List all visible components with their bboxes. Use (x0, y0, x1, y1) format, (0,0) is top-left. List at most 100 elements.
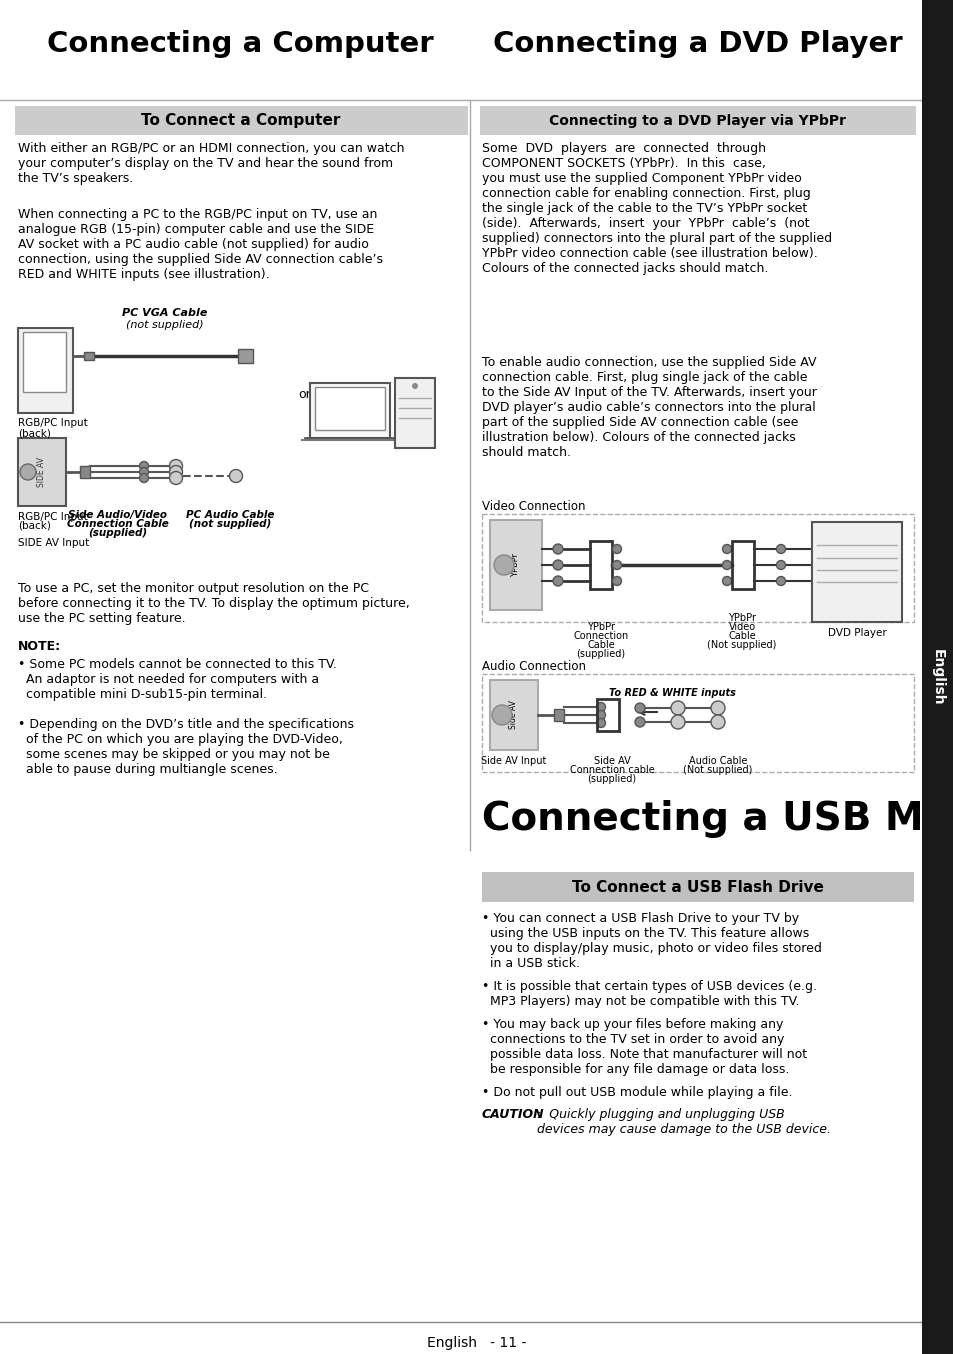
Text: CAUTION: CAUTION (481, 1108, 544, 1121)
Text: Side AV Input: Side AV Input (481, 756, 546, 766)
Text: RGB/PC Input: RGB/PC Input (18, 512, 88, 523)
Bar (18, 328, 73, 413)
Circle shape (412, 383, 417, 389)
Circle shape (170, 471, 182, 485)
Bar (18, 437, 66, 506)
Text: (not supplied): (not supplied) (126, 320, 204, 330)
Text: • Do not pull out USB module while playing a file.: • Do not pull out USB module while playi… (481, 1086, 792, 1099)
Circle shape (612, 544, 620, 554)
Circle shape (553, 575, 562, 586)
Text: To Connect a Computer: To Connect a Computer (141, 114, 340, 129)
Text: :  Quickly plugging and unplugging USB
devices may cause damage to the USB devic: : Quickly plugging and unplugging USB de… (537, 1108, 830, 1136)
Text: (supplied): (supplied) (587, 774, 636, 784)
Text: (Not supplied): (Not supplied) (682, 765, 752, 774)
Bar (490, 680, 537, 750)
Circle shape (553, 561, 562, 570)
Text: Connection cable: Connection cable (569, 765, 654, 774)
Bar (23, 332, 66, 393)
Circle shape (635, 718, 644, 727)
Text: (supplied): (supplied) (576, 649, 625, 659)
Circle shape (721, 561, 731, 570)
Circle shape (612, 577, 620, 585)
Circle shape (170, 466, 182, 478)
Bar (481, 674, 913, 772)
Circle shape (612, 561, 620, 570)
Circle shape (596, 703, 605, 711)
Circle shape (170, 459, 182, 473)
Text: SIDE AV Input: SIDE AV Input (18, 538, 90, 548)
Circle shape (635, 703, 644, 714)
Text: When connecting a PC to the RGB/PC input on TV, use an
analogue RGB (15-pin) com: When connecting a PC to the RGB/PC input… (18, 209, 382, 282)
Text: NOTE:: NOTE: (18, 640, 61, 653)
Text: • Some PC models cannot be connected to this TV.
  An adaptor is not needed for : • Some PC models cannot be connected to … (18, 658, 336, 701)
Circle shape (139, 467, 149, 477)
Bar (811, 523, 901, 621)
Text: Cable: Cable (727, 631, 755, 640)
Text: Connecting to a DVD Player via YPbPr: Connecting to a DVD Player via YPbPr (549, 114, 845, 129)
Text: Side AV: Side AV (509, 700, 518, 730)
Text: To enable audio connection, use the supplied Side AV
connection cable. First, pl: To enable audio connection, use the supp… (481, 356, 816, 459)
Text: • Depending on the DVD’s title and the specifications
  of the PC on which you a: • Depending on the DVD’s title and the s… (18, 718, 354, 776)
Bar (80, 466, 90, 478)
Bar (314, 387, 385, 431)
Text: English: English (930, 649, 944, 705)
Text: RGB/PC Input: RGB/PC Input (18, 418, 88, 428)
Text: Connection: Connection (573, 631, 628, 640)
Text: YPbPr: YPbPr (586, 621, 615, 632)
Text: YPbPr: YPbPr (727, 613, 755, 623)
Circle shape (596, 719, 605, 727)
Text: or: or (298, 389, 311, 401)
Text: Connection Cable: Connection Cable (67, 519, 169, 529)
Text: (back): (back) (18, 428, 51, 437)
Text: Side Audio/Video: Side Audio/Video (69, 510, 168, 520)
Circle shape (721, 577, 731, 585)
Text: Video Connection: Video Connection (481, 500, 585, 513)
Text: (not supplied): (not supplied) (189, 519, 271, 529)
Bar (731, 542, 753, 589)
Text: SIDE AV: SIDE AV (37, 458, 47, 487)
Bar (237, 349, 253, 363)
Bar (310, 383, 390, 437)
Bar (490, 520, 541, 611)
Text: Audio Connection: Audio Connection (481, 659, 585, 673)
Circle shape (710, 715, 724, 728)
Bar (479, 106, 915, 135)
Text: Video: Video (728, 621, 755, 632)
Text: With either an RGB/PC or an HDMI connection, you can watch
your computer’s displ: With either an RGB/PC or an HDMI connect… (18, 142, 404, 185)
Text: Connecting a USB Memory: Connecting a USB Memory (481, 800, 953, 838)
Bar (589, 542, 612, 589)
Text: Some  DVD  players  are  connected  through
COMPONENT SOCKETS (YPbPr).  In this : Some DVD players are connected through C… (481, 142, 831, 275)
Circle shape (670, 701, 684, 715)
Bar (395, 378, 435, 448)
Text: DVD Player: DVD Player (827, 628, 885, 638)
Circle shape (670, 715, 684, 728)
Bar (481, 515, 913, 621)
Text: Cable: Cable (586, 640, 615, 650)
Text: YPbPr: YPbPr (511, 552, 520, 577)
Circle shape (721, 544, 731, 554)
Circle shape (553, 544, 562, 554)
Circle shape (776, 577, 784, 585)
Circle shape (494, 555, 514, 575)
Text: (Not supplied): (Not supplied) (706, 640, 776, 650)
Text: To use a PC, set the monitor output resolution on the PC
before connecting it to: To use a PC, set the monitor output reso… (18, 582, 410, 626)
Text: PC VGA Cable: PC VGA Cable (122, 307, 208, 318)
Bar (597, 699, 618, 731)
Text: To RED & WHITE inputs: To RED & WHITE inputs (608, 688, 735, 699)
Circle shape (139, 474, 149, 482)
Text: • You can connect a USB Flash Drive to your TV by
  using the USB inputs on the : • You can connect a USB Flash Drive to y… (481, 913, 821, 969)
Circle shape (139, 462, 149, 470)
Bar (921, 0, 953, 1354)
Circle shape (230, 470, 242, 482)
Bar (15, 106, 468, 135)
Circle shape (492, 705, 512, 724)
Bar (84, 352, 94, 360)
Text: (back): (back) (18, 521, 51, 531)
Text: • You may back up your files before making any
  connections to the TV set in or: • You may back up your files before maki… (481, 1018, 806, 1076)
Circle shape (776, 561, 784, 570)
Text: Connecting a DVD Player: Connecting a DVD Player (493, 30, 902, 58)
Circle shape (776, 544, 784, 554)
Text: Side AV: Side AV (593, 756, 630, 766)
Text: • It is possible that certain types of USB devices (e.g.
  MP3 Players) may not : • It is possible that certain types of U… (481, 980, 816, 1007)
Circle shape (596, 711, 605, 719)
